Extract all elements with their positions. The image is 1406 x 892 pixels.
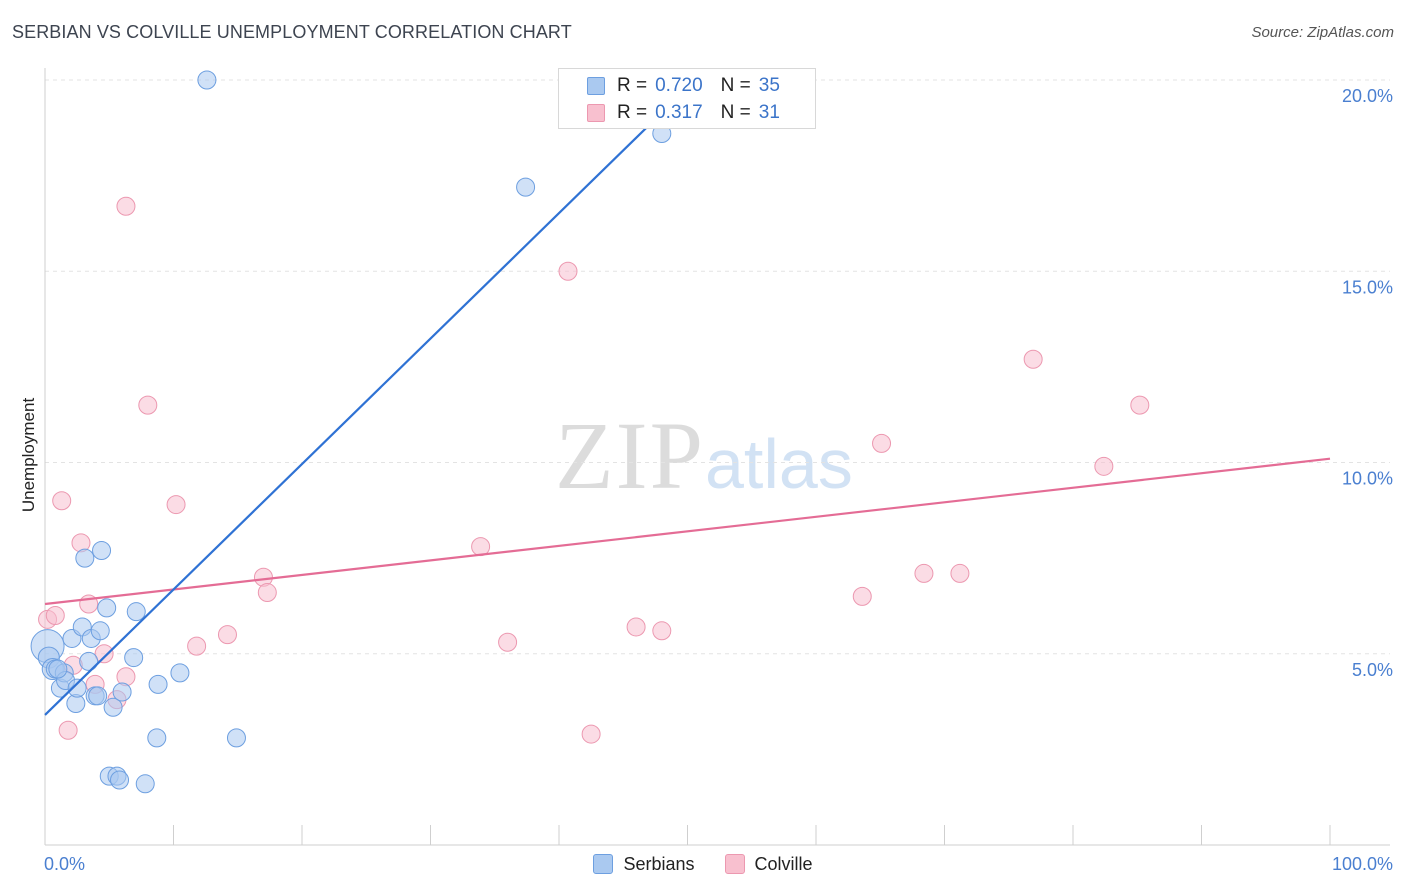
serbian-point xyxy=(226,728,246,748)
serbians-swatch xyxy=(587,77,605,95)
serbian-point xyxy=(75,548,95,568)
colville-point xyxy=(872,433,892,453)
colville-point xyxy=(58,720,78,740)
axes xyxy=(44,68,1390,846)
serbians-series xyxy=(30,70,672,794)
y-tick-label: 20.0% xyxy=(1342,86,1393,106)
colville-series xyxy=(38,196,1150,744)
serbian-point xyxy=(170,663,190,683)
colville-point xyxy=(94,644,114,664)
serbian-point xyxy=(112,682,132,702)
colville-point xyxy=(166,495,186,515)
watermark-atlas: atlas xyxy=(705,425,853,503)
legend-item-colville[interactable]: Colville xyxy=(724,853,813,875)
serbian-point xyxy=(197,70,217,90)
correlation-legend: R = 0.720 N = 35 R = 0.317 N = 31 xyxy=(558,68,816,129)
serbian-point xyxy=(103,697,123,717)
colville-n-label: N = xyxy=(720,102,751,123)
serbian-point xyxy=(124,648,144,668)
serbian-point xyxy=(67,678,87,698)
y-tick-label: 15.0% xyxy=(1342,277,1393,297)
colville-point xyxy=(257,583,277,603)
watermark-zip: ZIP xyxy=(555,402,705,509)
serbian-point xyxy=(48,659,68,679)
colville-point xyxy=(581,724,601,744)
serbian-point xyxy=(135,774,155,794)
serbians-legend-swatch xyxy=(593,854,614,874)
y-tick-label: 5.0% xyxy=(1352,660,1393,680)
serbian-point xyxy=(147,728,167,748)
legend-row-serbians: R = 0.720 N = 35 xyxy=(587,73,780,99)
colville-point xyxy=(45,606,65,625)
serbian-point xyxy=(92,540,112,560)
serbians-r-label: R = xyxy=(617,75,648,96)
serbian-point xyxy=(88,686,108,706)
serbian-point xyxy=(90,621,110,641)
y-axis-label: Unemployment xyxy=(19,398,38,513)
colville-point xyxy=(116,196,136,216)
colville-trendline xyxy=(44,457,1331,606)
serbian-point xyxy=(97,598,117,618)
serbian-point xyxy=(148,674,168,694)
colville-n-value: 31 xyxy=(758,102,780,123)
x-tick-label: 100.0% xyxy=(1332,854,1393,874)
colville-r-label: R = xyxy=(617,102,648,123)
colville-legend-swatch xyxy=(724,854,745,874)
watermark: ZIPatlas xyxy=(555,400,853,511)
colville-point xyxy=(138,395,158,415)
tick-labels: 5.0% 10.0% 15.0% 20.0% 0.0% 100.0% xyxy=(44,86,1393,874)
colville-point xyxy=(914,563,934,583)
colville-point xyxy=(187,636,207,656)
colville-point xyxy=(498,632,518,652)
colville-point xyxy=(652,621,672,641)
colville-point xyxy=(950,563,970,583)
serbian-point xyxy=(110,770,130,790)
serbians-legend-label: Serbians xyxy=(623,853,695,874)
colville-point xyxy=(52,491,72,511)
colville-point xyxy=(1094,456,1114,476)
serbians-n-label: N = xyxy=(720,75,751,96)
colville-swatch xyxy=(587,104,605,122)
chart-title: SERBIAN VS COLVILLE UNEMPLOYMENT CORRELA… xyxy=(12,22,572,42)
x-tick-label: 0.0% xyxy=(44,854,85,874)
colville-legend-label: Colville xyxy=(754,853,813,874)
colville-r-value: 0.317 xyxy=(655,102,703,123)
legend-row-colville: R = 0.317 N = 31 xyxy=(587,100,780,126)
serbians-r-value: 0.720 xyxy=(655,75,703,96)
series-legend: Serbians Colville xyxy=(0,850,1406,878)
trendlines xyxy=(44,86,1331,716)
colville-point xyxy=(852,586,872,606)
serbian-trendline xyxy=(44,86,689,716)
serbian-point xyxy=(79,651,99,671)
source-credit: Source: ZipAtlas.com xyxy=(1251,24,1394,41)
grid-lines xyxy=(45,79,1390,655)
y-tick-label: 10.0% xyxy=(1342,469,1393,489)
serbian-point xyxy=(126,602,146,622)
colville-point xyxy=(1130,395,1150,415)
serbians-n-value: 35 xyxy=(758,75,780,96)
colville-point xyxy=(558,261,578,281)
colville-point xyxy=(217,625,237,645)
serbian-point xyxy=(516,177,536,197)
colville-point xyxy=(626,617,646,637)
colville-point xyxy=(1023,349,1043,369)
legend-item-serbians[interactable]: Serbians xyxy=(593,853,695,875)
